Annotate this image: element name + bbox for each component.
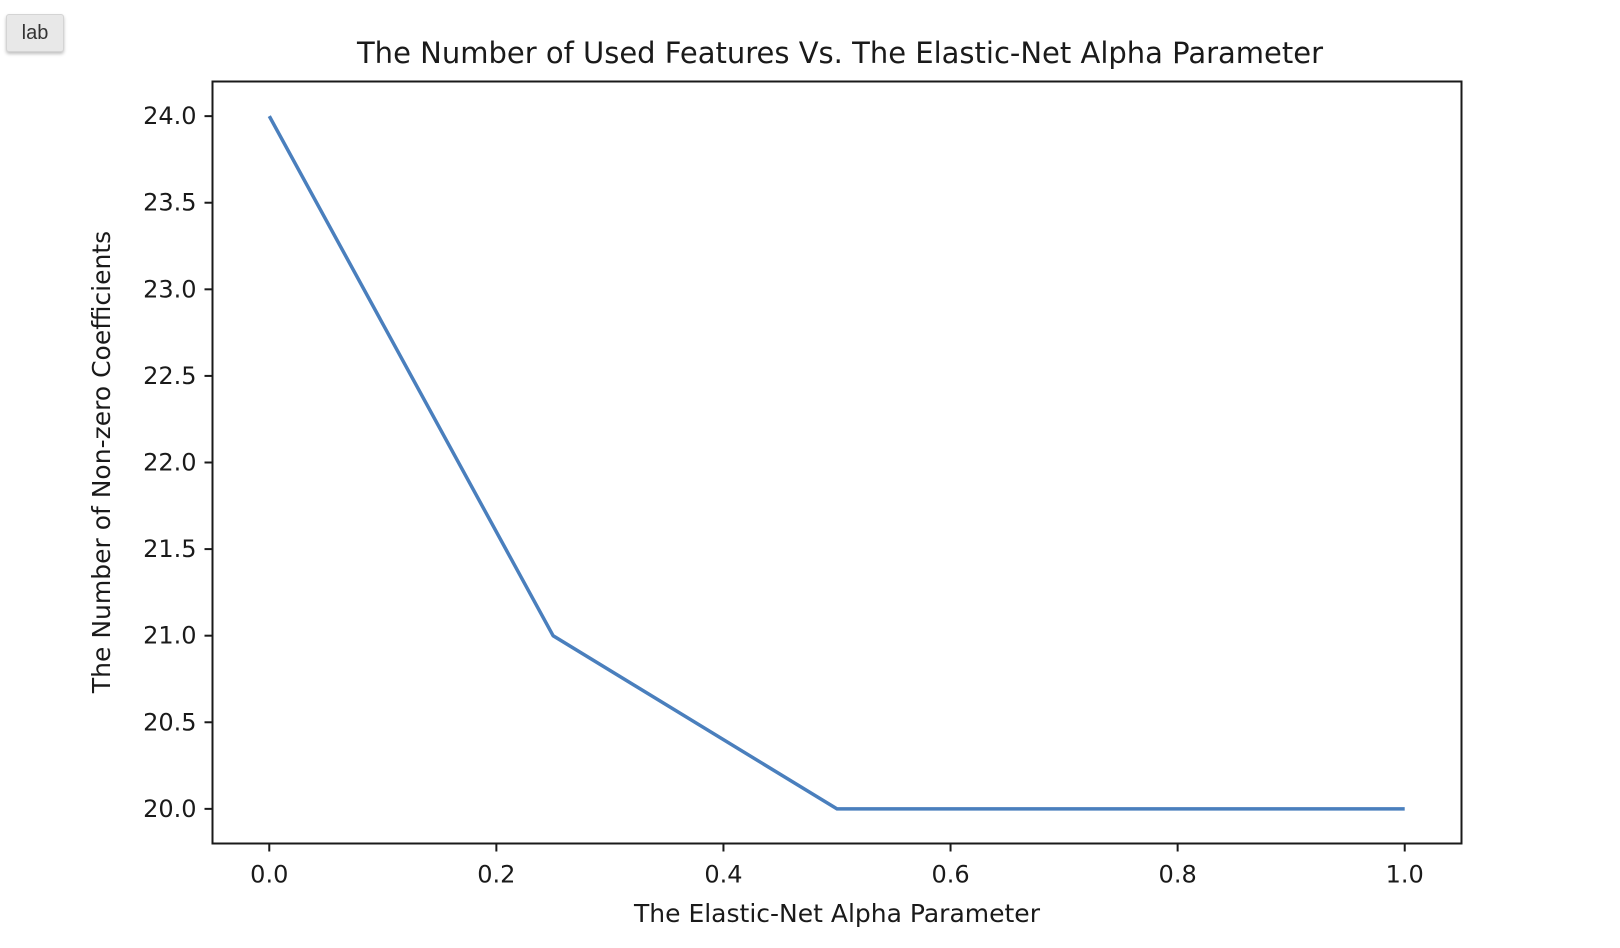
- x-tick-label: 1.0: [1386, 861, 1424, 889]
- y-tick-label: 22.5: [143, 362, 196, 390]
- x-tick-label: 0.8: [1159, 861, 1197, 889]
- y-axis-label: The Number of Non-zero Coefficients: [87, 231, 116, 694]
- x-axis-label: The Elastic-Net Alpha Parameter: [633, 899, 1041, 928]
- plot-frame: [211, 80, 1463, 845]
- y-tick-label: 24.0: [143, 102, 196, 130]
- series-line-0: [267, 115, 1405, 811]
- y-tick-label: 23.5: [143, 189, 196, 217]
- x-tick-label: 0.2: [477, 861, 515, 889]
- y-tick-label: 20.0: [143, 795, 196, 823]
- y-tick-label: 21.5: [143, 535, 196, 563]
- lab-badge[interactable]: lab: [6, 14, 64, 52]
- x-tick-label: 0.0: [250, 861, 288, 889]
- y-tick-label: 20.5: [143, 708, 196, 736]
- y-tick-label: 23.0: [143, 275, 196, 303]
- x-tick-label: 0.6: [931, 861, 969, 889]
- x-tick-label: 0.4: [704, 861, 742, 889]
- y-tick-label: 21.0: [143, 622, 196, 650]
- y-tick-label: 22.0: [143, 449, 196, 477]
- chart-title: The Number of Used Features Vs. The Elas…: [356, 36, 1323, 70]
